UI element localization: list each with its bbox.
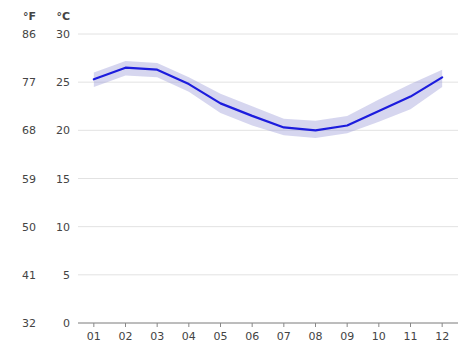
y-tick-label: 10 xyxy=(56,221,70,234)
x-tick xyxy=(188,323,189,327)
grid-line xyxy=(78,178,458,179)
x-tick xyxy=(252,323,253,327)
x-tick-label: 06 xyxy=(245,330,259,343)
y-tick-label: 0 xyxy=(63,317,70,330)
x-tick xyxy=(378,323,379,327)
x-tick-label: 09 xyxy=(340,330,354,343)
plot-area xyxy=(94,61,442,138)
x-tick xyxy=(157,323,158,327)
x-tick xyxy=(93,323,94,327)
y-tick-label: 25 xyxy=(56,76,70,89)
y-tick-label: 20 xyxy=(56,124,70,137)
x-tick xyxy=(442,323,443,327)
y2-tick-label: 59 xyxy=(22,173,36,186)
y-tick-label: 5 xyxy=(63,269,70,282)
y-axis-label: °C xyxy=(56,10,70,23)
band xyxy=(94,61,442,138)
y2-tick-label: 32 xyxy=(22,317,36,330)
x-tick-label: 01 xyxy=(87,330,101,343)
x-tick xyxy=(347,323,348,327)
x-axis-line xyxy=(78,323,458,324)
x-tick-label: 08 xyxy=(309,330,323,343)
y-tick-label: 30 xyxy=(56,28,70,41)
y2-tick-label: 77 xyxy=(22,76,36,89)
x-tick-label: 03 xyxy=(150,330,164,343)
x-tick-label: 07 xyxy=(277,330,291,343)
y2-axis-label: °F xyxy=(23,10,36,23)
y2-tick-label: 41 xyxy=(22,269,36,282)
x-tick xyxy=(315,323,316,327)
x-tick-label: 04 xyxy=(182,330,196,343)
x-axis: 01 02 03 04 05 06 07 08 09 10 11 12 xyxy=(78,323,458,343)
chart: 0102030405060708091011120510152025303241… xyxy=(0,0,474,355)
grid-line xyxy=(78,226,458,227)
x-tick xyxy=(220,323,221,327)
x-tick-label: 05 xyxy=(214,330,228,343)
grid xyxy=(78,34,458,323)
y2-tick-label: 68 xyxy=(22,124,36,137)
y-axis: 0 5 10 15 20 25 30 xyxy=(56,28,70,330)
y-tick-label: 15 xyxy=(56,173,70,186)
x-tick xyxy=(125,323,126,327)
x-tick-label: 11 xyxy=(404,330,418,343)
x-tick xyxy=(410,323,411,327)
y2-tick-label: 50 xyxy=(22,221,36,234)
x-tick-label: 02 xyxy=(119,330,133,343)
grid-line xyxy=(78,323,458,324)
x-tick-label: 10 xyxy=(372,330,386,343)
x-tick-label: 12 xyxy=(435,330,449,343)
x-tick xyxy=(283,323,284,327)
line xyxy=(94,68,442,131)
y2-axis: 32 41 50 59 68 77 86 xyxy=(22,28,36,330)
grid-line xyxy=(78,34,458,35)
y2-tick-label: 86 xyxy=(22,28,36,41)
grid-line xyxy=(78,274,458,275)
grid-line xyxy=(78,82,458,83)
